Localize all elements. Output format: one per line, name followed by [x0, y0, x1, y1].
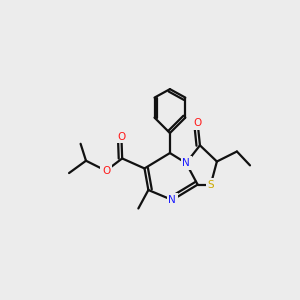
Text: O: O [117, 132, 125, 142]
Text: O: O [194, 118, 202, 128]
Text: S: S [207, 180, 214, 190]
Text: O: O [102, 166, 110, 176]
Text: N: N [182, 158, 190, 168]
Text: N: N [168, 195, 176, 205]
